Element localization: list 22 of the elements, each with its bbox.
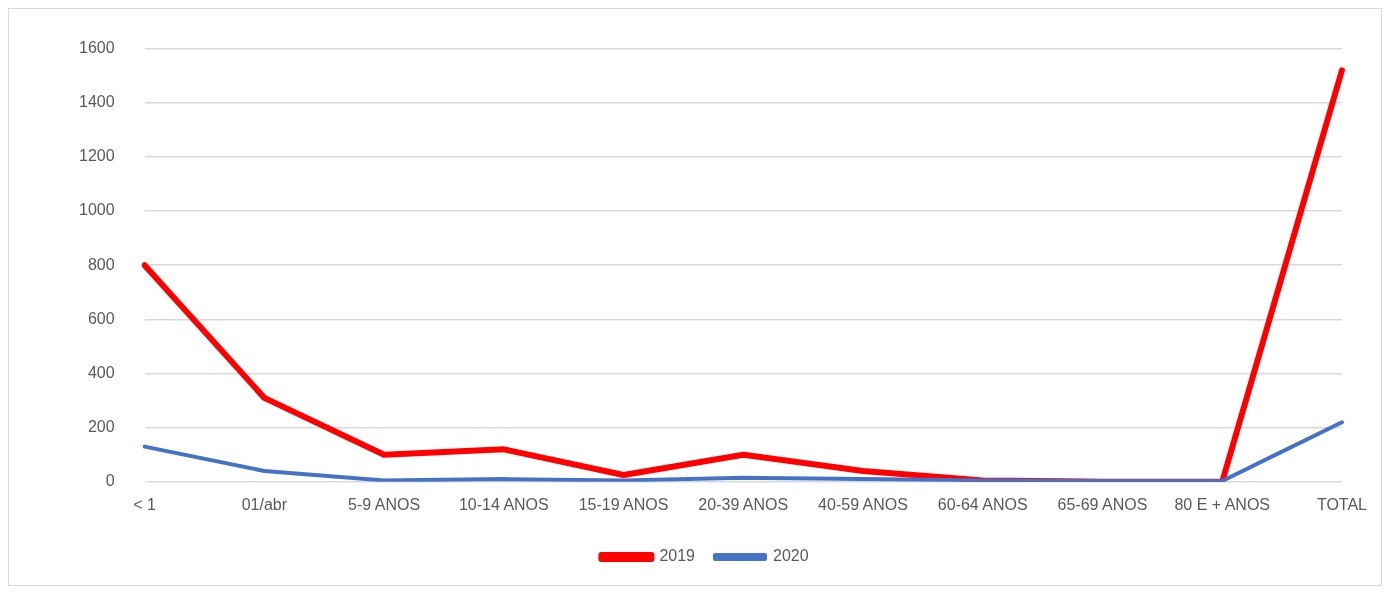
x-tick-label: 15-19 ANOS [578,495,669,513]
x-tick-label: < 1 [133,495,157,513]
x-tick-label: 60-64 ANOS [937,495,1028,513]
legend-label: 2019 [659,547,696,565]
x-tick-label: 80 E + ANOS [1174,495,1271,513]
x-tick-label: 20-39 ANOS [698,495,789,513]
y-tick-label: 1600 [79,39,115,57]
x-tick-label: 01/abr [241,495,288,513]
y-tick-label: 800 [87,255,115,273]
y-tick-label: 1200 [79,147,115,165]
y-tick-label: 0 [105,472,115,490]
x-tick-label: 5-9 ANOS [348,495,421,513]
x-tick-label: TOTAL [1316,495,1368,513]
y-tick-label: 1000 [79,201,115,219]
y-tick-label: 400 [87,363,115,381]
x-tick-label: 10-14 ANOS [458,495,549,513]
y-tick-label: 1400 [79,93,115,111]
x-tick-label: 65-69 ANOS [1057,495,1148,513]
legend-label: 2020 [773,547,809,565]
y-tick-label: 600 [87,309,115,327]
x-tick-label: 40-59 ANOS [818,495,908,513]
y-tick-label: 200 [87,418,115,436]
